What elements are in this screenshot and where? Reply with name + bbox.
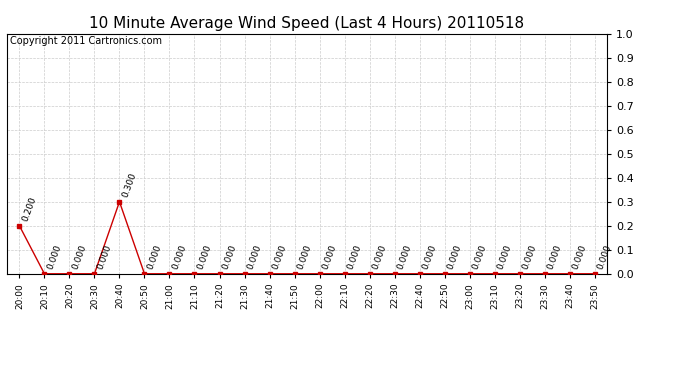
Text: 0.000: 0.000 [221, 244, 238, 271]
Text: 0.000: 0.000 [396, 244, 413, 271]
Text: 0.000: 0.000 [71, 244, 88, 271]
Text: 0.000: 0.000 [471, 244, 489, 271]
Text: Copyright 2011 Cartronics.com: Copyright 2011 Cartronics.com [10, 36, 162, 46]
Text: 0.000: 0.000 [321, 244, 338, 271]
Text: 0.000: 0.000 [146, 244, 163, 271]
Text: 0.000: 0.000 [496, 244, 513, 271]
Text: 0.000: 0.000 [246, 244, 263, 271]
Text: 0.000: 0.000 [96, 244, 113, 271]
Text: 0.000: 0.000 [271, 244, 288, 271]
Text: 0.000: 0.000 [296, 244, 313, 271]
Text: 0.300: 0.300 [121, 172, 138, 199]
Text: 0.000: 0.000 [546, 244, 563, 271]
Text: 0.200: 0.200 [21, 196, 38, 223]
Text: 0.000: 0.000 [371, 244, 388, 271]
Text: 0.000: 0.000 [571, 244, 589, 271]
Text: 0.000: 0.000 [421, 244, 438, 271]
Text: 0.000: 0.000 [346, 244, 363, 271]
Text: 0.000: 0.000 [446, 244, 463, 271]
Text: 0.000: 0.000 [521, 244, 538, 271]
Text: 0.000: 0.000 [596, 244, 613, 271]
Text: 0.000: 0.000 [46, 244, 63, 271]
Title: 10 Minute Average Wind Speed (Last 4 Hours) 20110518: 10 Minute Average Wind Speed (Last 4 Hou… [90, 16, 524, 31]
Text: 0.000: 0.000 [171, 244, 188, 271]
Text: 0.000: 0.000 [196, 244, 213, 271]
